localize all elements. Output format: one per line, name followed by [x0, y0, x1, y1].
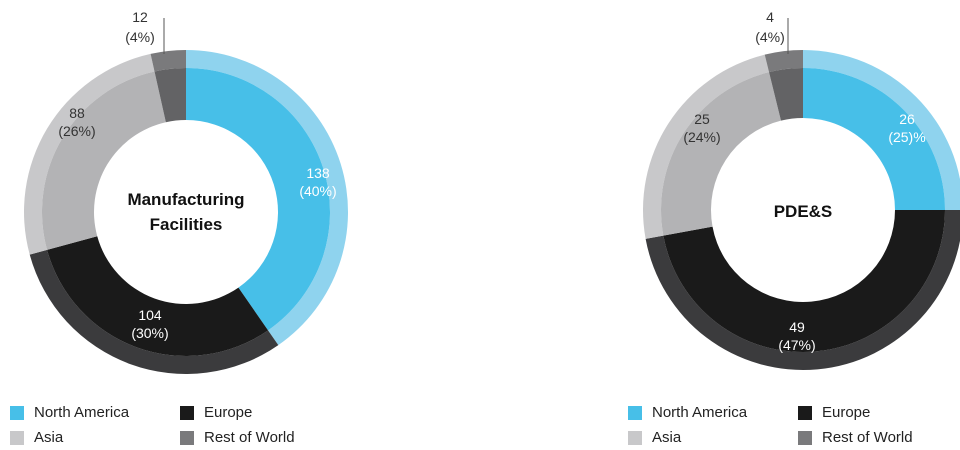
legend-label-europe: Europe	[204, 404, 253, 421]
slice-rest-of-world	[769, 68, 803, 121]
center-title: PDE&S	[774, 202, 833, 221]
data-label-value: 104	[138, 307, 162, 323]
legend-left: North America Europe Asia Rest of World	[10, 404, 350, 446]
legend-label-north-america: North America	[652, 404, 748, 421]
slice-asia	[661, 72, 781, 236]
legend-label-asia: Asia	[652, 429, 682, 446]
legend-label-rest-of-world: Rest of World	[204, 429, 295, 446]
donut-chart-2: PDE&S 26 (25)% 49 (47%) 25 (24%) 4 (4%)	[642, 9, 960, 370]
legend-swatch-asia	[10, 430, 24, 445]
legend-swatch-asia	[628, 430, 642, 445]
slice-outer-europe	[29, 249, 279, 374]
data-label-percent: (25)%	[888, 129, 925, 145]
slice-north-america	[186, 68, 330, 331]
legend-swatch-europe	[798, 405, 812, 420]
slice-rest-of-world	[154, 68, 186, 123]
slice-outer-europe	[645, 210, 960, 370]
slice-outer-asia	[23, 53, 155, 255]
center-title: Manufacturing	[127, 190, 244, 209]
data-label-value: 49	[789, 319, 805, 335]
legend-swatch-north-america	[628, 405, 642, 420]
slice-outer-north-america	[186, 50, 349, 346]
legend-label-rest-of-world: Rest of World	[822, 429, 913, 446]
center-title: Facilities	[150, 215, 223, 234]
legend-swatch-north-america	[10, 405, 24, 420]
legend-item-north-america: North America	[10, 404, 180, 421]
slice-outer-rest-of-world	[150, 50, 186, 72]
slice-north-america	[803, 68, 945, 210]
legend-swatch-europe	[180, 405, 194, 420]
legend-label-north-america: North America	[34, 404, 130, 421]
legend-item-asia: Asia	[10, 429, 180, 446]
slice-outer-asia	[642, 54, 770, 239]
data-label-percent: (40%)	[299, 183, 336, 199]
data-label-value: 25	[694, 111, 710, 127]
data-label-percent: (30%)	[131, 325, 168, 341]
data-label-value: 88	[69, 105, 85, 121]
data-label-value: 12	[132, 9, 148, 25]
legend-swatch-rest-of-world	[180, 430, 194, 445]
slice-europe	[663, 210, 945, 353]
data-label-value: 138	[306, 165, 330, 181]
legend-item-north-america: North America	[628, 404, 798, 421]
legend-label-asia: Asia	[34, 429, 64, 446]
donut-chart-1: Manufacturing Facilities 138 (40%) 104 (30%) 8…	[23, 9, 349, 374]
data-label-percent: (47%)	[778, 337, 815, 353]
data-label-value: 26	[899, 111, 915, 127]
slice-asia	[41, 71, 166, 250]
legend-item-rest-of-world: Rest of World	[798, 429, 960, 446]
legend-item-europe: Europe	[798, 404, 960, 421]
slice-europe	[47, 236, 269, 356]
data-label-percent: (4%)	[125, 29, 155, 45]
legend-item-europe: Europe	[180, 404, 350, 421]
legend-label-europe: Europe	[822, 404, 871, 421]
data-label-percent: (26%)	[58, 123, 95, 139]
data-label-percent: (4%)	[755, 29, 785, 45]
legend-item-asia: Asia	[628, 429, 798, 446]
slice-outer-rest-of-world	[764, 50, 803, 73]
legend-right: North America Europe Asia Rest of World	[628, 404, 960, 446]
legend-item-rest-of-world: Rest of World	[180, 429, 350, 446]
slice-outer-north-america	[803, 50, 960, 210]
data-label-value: 4	[766, 9, 774, 25]
legend-swatch-rest-of-world	[798, 430, 812, 445]
data-label-percent: (24%)	[683, 129, 720, 145]
